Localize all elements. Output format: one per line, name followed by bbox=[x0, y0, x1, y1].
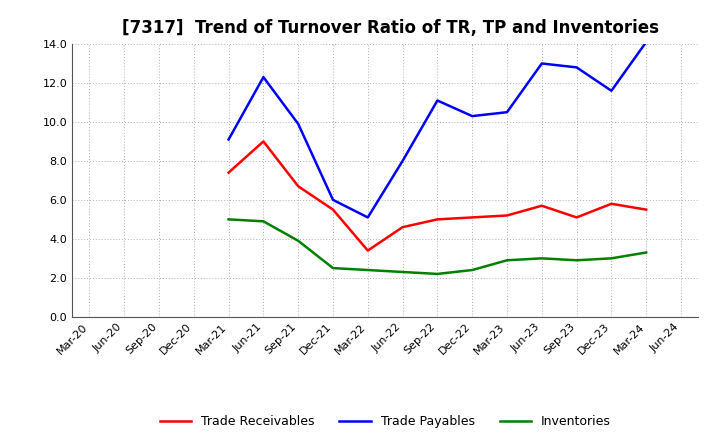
Inventories bbox=[503, 258, 511, 263]
Line: Inventories: Inventories bbox=[229, 220, 647, 274]
Legend: Trade Receivables, Trade Payables, Inventories: Trade Receivables, Trade Payables, Inven… bbox=[155, 411, 616, 433]
Trade Receivables bbox=[259, 139, 268, 144]
Trade Receivables bbox=[225, 170, 233, 175]
Trade Receivables bbox=[328, 207, 337, 212]
Trade Payables bbox=[294, 121, 302, 127]
Trade Payables bbox=[364, 215, 372, 220]
Trade Receivables bbox=[398, 224, 407, 230]
Trade Receivables bbox=[433, 217, 442, 222]
Inventories bbox=[433, 271, 442, 277]
Trade Receivables bbox=[503, 213, 511, 218]
Inventories bbox=[642, 250, 651, 255]
Inventories bbox=[294, 238, 302, 243]
Trade Payables bbox=[259, 74, 268, 80]
Line: Trade Payables: Trade Payables bbox=[229, 42, 647, 217]
Inventories bbox=[259, 219, 268, 224]
Inventories bbox=[364, 268, 372, 273]
Inventories bbox=[398, 269, 407, 275]
Trade Payables bbox=[433, 98, 442, 103]
Trade Receivables bbox=[364, 248, 372, 253]
Trade Payables bbox=[503, 110, 511, 115]
Trade Payables bbox=[572, 65, 581, 70]
Trade Receivables bbox=[468, 215, 477, 220]
Trade Receivables bbox=[294, 183, 302, 189]
Inventories bbox=[468, 268, 477, 273]
Inventories bbox=[537, 256, 546, 261]
Trade Receivables bbox=[607, 201, 616, 206]
Trade Payables bbox=[398, 158, 407, 164]
Trade Payables bbox=[468, 114, 477, 119]
Trade Receivables bbox=[572, 215, 581, 220]
Trade Payables bbox=[642, 40, 651, 45]
Trade Receivables bbox=[642, 207, 651, 212]
Trade Receivables bbox=[537, 203, 546, 209]
Trade Payables bbox=[225, 137, 233, 142]
Trade Payables bbox=[328, 197, 337, 202]
Trade Payables bbox=[537, 61, 546, 66]
Text: [7317]  Trend of Turnover Ratio of TR, TP and Inventories: [7317] Trend of Turnover Ratio of TR, TP… bbox=[122, 19, 659, 37]
Inventories bbox=[225, 217, 233, 222]
Inventories bbox=[328, 265, 337, 271]
Inventories bbox=[607, 256, 616, 261]
Line: Trade Receivables: Trade Receivables bbox=[229, 141, 647, 250]
Trade Payables bbox=[607, 88, 616, 93]
Inventories bbox=[572, 258, 581, 263]
